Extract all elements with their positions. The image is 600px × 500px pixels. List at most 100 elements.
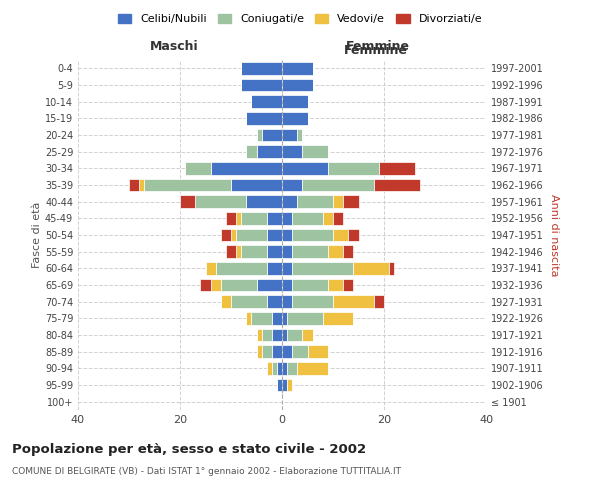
- Bar: [257, 279, 282, 291]
- Bar: [374, 179, 420, 192]
- Bar: [247, 112, 282, 124]
- Bar: [251, 312, 272, 324]
- Bar: [308, 346, 328, 358]
- Bar: [282, 129, 298, 141]
- Bar: [343, 246, 353, 258]
- Bar: [267, 262, 282, 274]
- Bar: [282, 79, 313, 92]
- Bar: [211, 162, 282, 174]
- Bar: [216, 262, 267, 274]
- Bar: [302, 329, 313, 341]
- Bar: [302, 179, 374, 192]
- Bar: [257, 146, 282, 158]
- Bar: [267, 362, 272, 374]
- Bar: [247, 312, 251, 324]
- Bar: [257, 329, 262, 341]
- Bar: [241, 79, 282, 92]
- Bar: [282, 162, 328, 174]
- Bar: [349, 229, 359, 241]
- Bar: [323, 312, 353, 324]
- Bar: [282, 346, 292, 358]
- Bar: [333, 229, 349, 241]
- Bar: [211, 279, 221, 291]
- Bar: [298, 129, 302, 141]
- Bar: [298, 362, 328, 374]
- Bar: [333, 296, 374, 308]
- Bar: [292, 262, 353, 274]
- Bar: [328, 279, 343, 291]
- Bar: [282, 296, 292, 308]
- Bar: [292, 229, 333, 241]
- Bar: [241, 212, 267, 224]
- Text: Femmine: Femmine: [346, 40, 410, 52]
- Bar: [145, 179, 231, 192]
- Bar: [196, 196, 247, 208]
- Bar: [180, 196, 196, 208]
- Bar: [328, 246, 343, 258]
- Text: Maschi: Maschi: [149, 40, 199, 52]
- Text: COMUNE DI BELGIRATE (VB) - Dati ISTAT 1° gennaio 2002 - Elaborazione TUTTITALIA.: COMUNE DI BELGIRATE (VB) - Dati ISTAT 1°…: [12, 468, 401, 476]
- Bar: [236, 229, 267, 241]
- Bar: [282, 179, 302, 192]
- Bar: [226, 212, 236, 224]
- Bar: [231, 296, 267, 308]
- Bar: [282, 329, 287, 341]
- Bar: [282, 312, 287, 324]
- Bar: [221, 229, 231, 241]
- Bar: [287, 329, 302, 341]
- Bar: [282, 96, 308, 108]
- Bar: [241, 62, 282, 74]
- Bar: [282, 379, 287, 391]
- Bar: [298, 196, 333, 208]
- Bar: [353, 262, 389, 274]
- Bar: [282, 196, 298, 208]
- Bar: [282, 229, 292, 241]
- Bar: [282, 146, 302, 158]
- Bar: [379, 162, 415, 174]
- Bar: [374, 296, 384, 308]
- Bar: [287, 362, 298, 374]
- Bar: [267, 246, 282, 258]
- Bar: [267, 229, 282, 241]
- Bar: [272, 312, 282, 324]
- Bar: [328, 162, 379, 174]
- Bar: [323, 212, 333, 224]
- Bar: [139, 179, 145, 192]
- Bar: [247, 146, 257, 158]
- Legend: Celibi/Nubili, Coniugati/e, Vedovi/e, Divorziati/e: Celibi/Nubili, Coniugati/e, Vedovi/e, Di…: [115, 10, 485, 28]
- Bar: [231, 179, 282, 192]
- Bar: [282, 279, 292, 291]
- Bar: [272, 329, 282, 341]
- Bar: [236, 246, 241, 258]
- Bar: [236, 212, 241, 224]
- Y-axis label: Fasce di età: Fasce di età: [32, 202, 42, 268]
- Bar: [247, 196, 282, 208]
- Bar: [251, 96, 282, 108]
- Bar: [333, 212, 343, 224]
- Bar: [262, 346, 272, 358]
- Bar: [185, 162, 211, 174]
- Bar: [272, 346, 282, 358]
- Bar: [292, 346, 308, 358]
- Bar: [221, 279, 257, 291]
- Bar: [282, 262, 292, 274]
- Bar: [343, 279, 353, 291]
- Bar: [272, 362, 277, 374]
- Text: Femmine: Femmine: [344, 44, 408, 57]
- Bar: [343, 196, 359, 208]
- Y-axis label: Anni di nascita: Anni di nascita: [549, 194, 559, 276]
- Bar: [257, 346, 262, 358]
- Bar: [302, 146, 328, 158]
- Bar: [129, 179, 139, 192]
- Bar: [282, 62, 313, 74]
- Bar: [282, 246, 292, 258]
- Bar: [333, 196, 343, 208]
- Bar: [267, 212, 282, 224]
- Bar: [287, 312, 323, 324]
- Bar: [267, 296, 282, 308]
- Bar: [241, 246, 267, 258]
- Bar: [292, 279, 328, 291]
- Bar: [206, 262, 216, 274]
- Bar: [389, 262, 394, 274]
- Bar: [226, 246, 236, 258]
